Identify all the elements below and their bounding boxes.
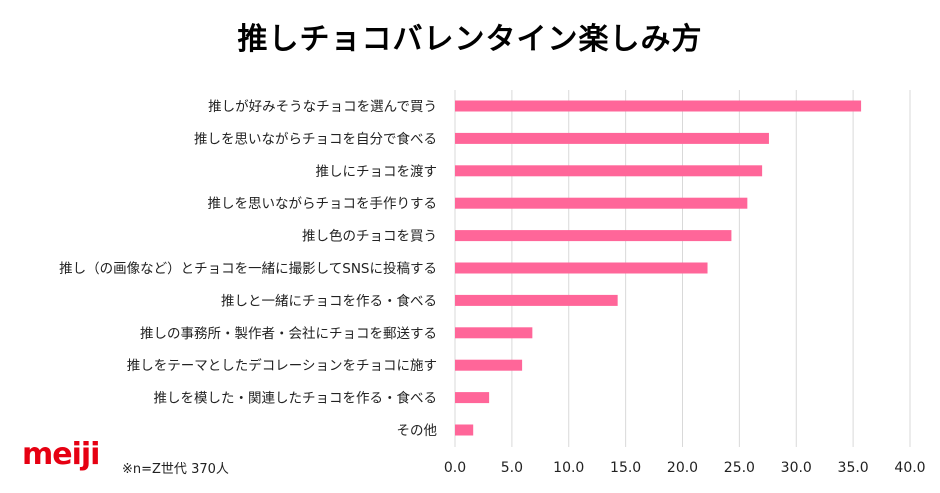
category-label: 推しを思いながらチョコを手作りする	[208, 196, 438, 212]
category-label: 推しを模した・関連したチョコを作る・食べる	[154, 390, 438, 407]
meiji-logo: meiji	[22, 437, 100, 472]
x-tick-label: 20.0	[667, 460, 698, 476]
x-tick-label: 25.0	[724, 460, 755, 476]
bar	[455, 262, 708, 274]
chart-title: 推しチョコバレンタイン楽しみ方	[237, 22, 703, 57]
x-axis-ticks: 0.0 5.0 10.0 15.0 20.0 25.0 30.0 35.0 40.0	[444, 460, 926, 476]
bar	[455, 424, 474, 436]
bar	[455, 359, 523, 371]
x-tick-label: 35.0	[838, 460, 869, 476]
bar	[455, 294, 618, 306]
x-tick-label: 0.0	[444, 460, 466, 476]
category-labels: 推しが好みそうなチョコを選んで買う推しを思いながらチョコを自分で食べる推しにチョ…	[59, 99, 437, 439]
bar	[455, 230, 732, 242]
bar	[455, 132, 769, 144]
category-label: 推しをテーマとしたデコレーションをチョコに施す	[127, 357, 437, 374]
sample-note: ※n=Z世代 370人	[122, 462, 229, 477]
category-label: 推し色のチョコを買う	[302, 228, 437, 245]
category-label: 推しの事務所・製作者・会社にチョコを郵送する	[140, 326, 437, 342]
x-tick-label: 40.0	[894, 460, 925, 476]
x-tick-label: 10.0	[553, 460, 584, 476]
category-label: 推しと一緒にチョコを作る・食べる	[221, 292, 437, 309]
bar	[455, 327, 533, 339]
category-label: 推しを思いながらチョコを自分で食べる	[194, 130, 437, 147]
x-tick-label: 30.0	[781, 460, 812, 476]
bars	[455, 100, 862, 436]
category-label: 推しが好みそうなチョコを選んで買う	[208, 99, 437, 115]
category-label: 推し（の画像など）とチョコを一緒に撮影してSNSに投稿する	[59, 260, 437, 277]
x-tick-label: 15.0	[610, 460, 641, 476]
bar	[455, 165, 763, 177]
category-label: 推しにチョコを渡す	[316, 164, 438, 180]
x-tick-label: 5.0	[501, 460, 523, 476]
bar	[455, 100, 862, 112]
bar	[455, 392, 490, 404]
category-label: その他	[397, 423, 438, 439]
bar	[455, 197, 748, 209]
